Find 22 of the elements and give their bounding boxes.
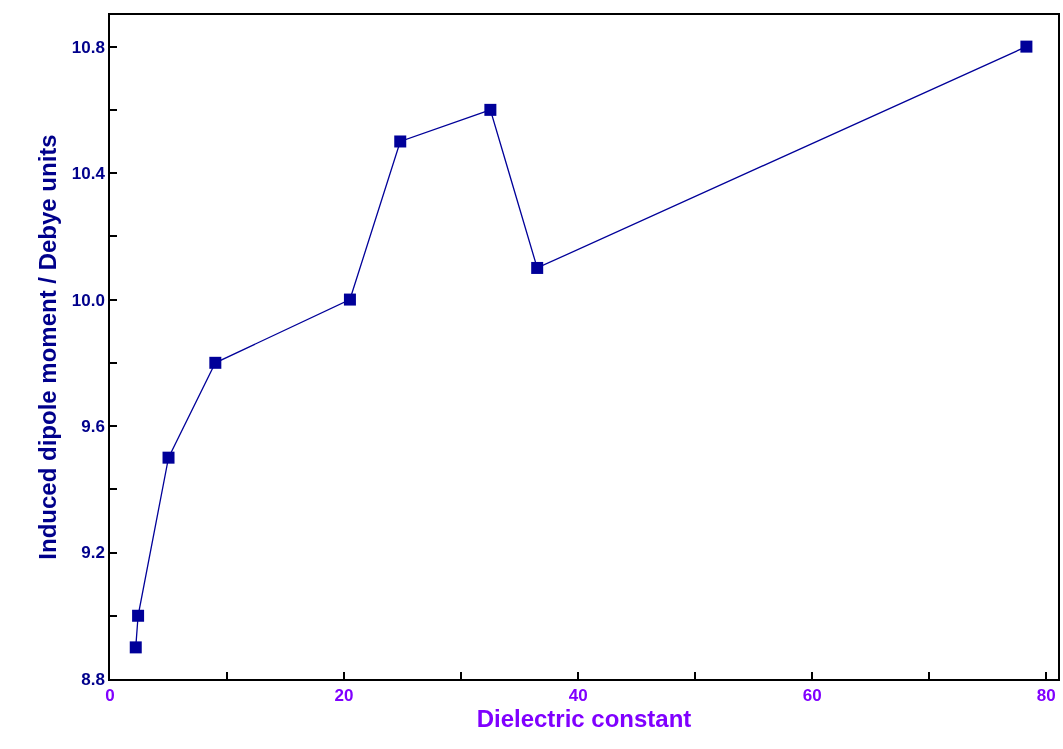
y-tick-label: 10.4 (71, 164, 106, 184)
point (484, 103, 497, 116)
y-tick-label: 10.8 (71, 37, 105, 57)
x-tick-label: 40 (568, 686, 588, 706)
x-tick-label: 20 (334, 686, 354, 706)
y-axis-title: Induced dipole moment / Debye units (34, 134, 62, 560)
point (209, 356, 222, 369)
y-tick-label: 9.6 (81, 417, 105, 436)
point (531, 261, 544, 274)
point (343, 293, 356, 306)
x-axis-title: Dielectric constant (476, 705, 692, 733)
y-tick-label: 9.2 (81, 543, 105, 563)
x-tick-label: 60 (802, 686, 822, 706)
point (394, 135, 407, 148)
y-tick-label: 10.0 (71, 290, 105, 310)
point (132, 609, 145, 622)
point (162, 451, 175, 464)
x-tick-label: 0 (105, 686, 115, 706)
y-tick-label: 8.8 (81, 669, 105, 689)
point (1020, 40, 1033, 53)
point (129, 641, 142, 654)
x-tick-label: 80 (1036, 686, 1056, 706)
